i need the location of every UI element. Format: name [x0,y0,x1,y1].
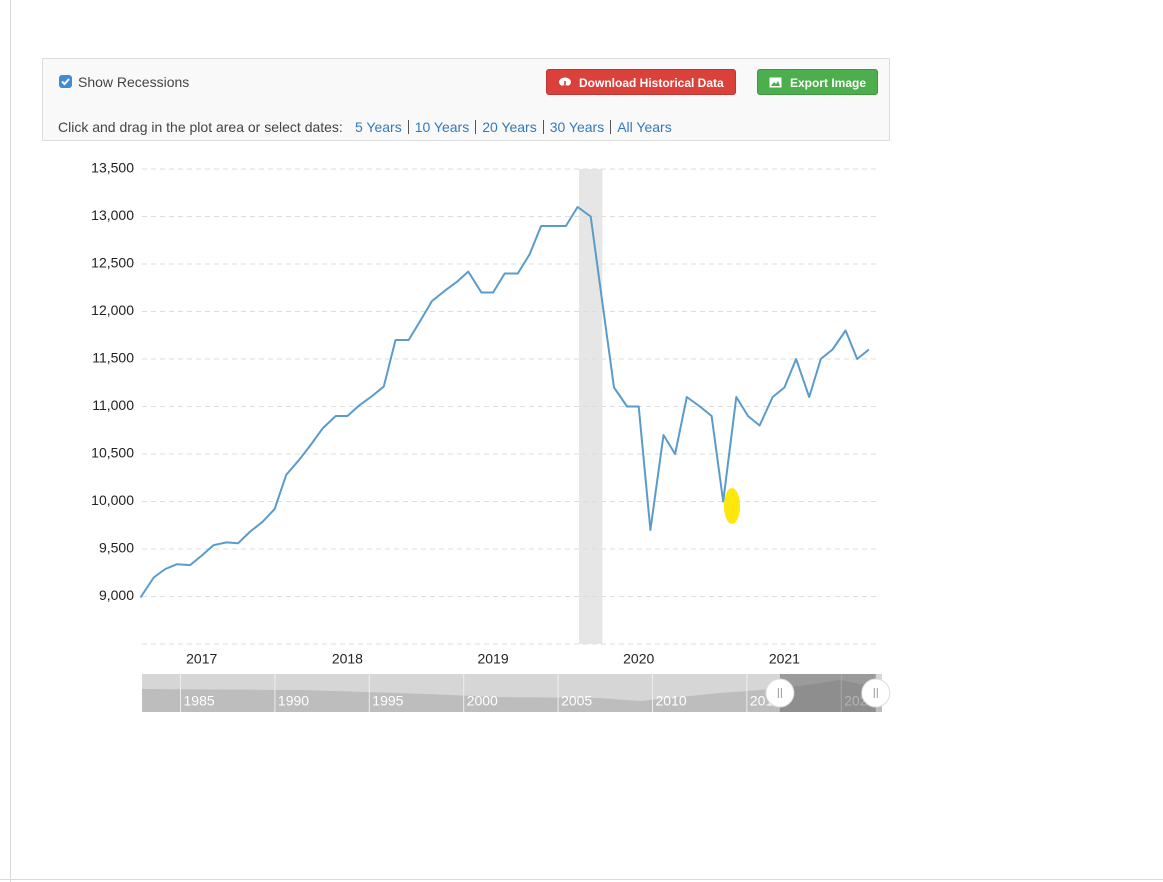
y-tick-label: 11,500 [92,350,134,366]
range-link[interactable]: 10 Years [407,120,476,134]
navigator-handle[interactable] [861,678,891,708]
navigator-tick-label: 2005 [561,693,592,709]
toolbar: Show Recessions Download Historical Data… [42,58,890,141]
highlight-annotation [724,488,740,524]
x-tick-label: 2021 [769,651,800,667]
range-links: 5 Years 10 Years 20 Years 30 Years All Years [349,119,678,134]
y-tick-label: 10,000 [91,492,134,508]
navigator-tick-label: 2000 [467,693,498,709]
navigator-area [142,680,882,712]
y-tick-label: 10,500 [91,445,134,461]
range-link[interactable]: 30 Years [542,120,611,134]
y-tick-label: 12,500 [91,255,134,271]
navigator: 1985 1990 1995 2000 2005 2010 2015 2020 [142,674,891,712]
y-tick-label: 13,000 [91,207,134,223]
button-label: Download Historical Data [579,76,724,90]
image-icon [769,77,782,88]
y-tick-label: 12,000 [91,302,134,318]
range-link[interactable]: 5 Years [355,119,402,135]
navigator-tick-label: 1995 [372,693,403,709]
download-icon [559,77,571,90]
frame-border [10,0,11,882]
frame-border [0,879,1163,880]
handle-knob [861,678,891,708]
navigator-tick-label: 1985 [184,693,215,709]
hint-text: Click and drag in the plot area or selec… [58,119,343,135]
range-link[interactable]: 20 Years [475,120,543,134]
navigator-handle[interactable] [765,678,795,708]
button-label: Export Image [790,76,867,90]
x-tick-label: 2018 [332,651,363,667]
navigator-selection [779,674,876,712]
y-tick-label: 11,000 [92,397,134,413]
data-line [139,206,870,599]
x-tick-label: 2019 [477,651,508,667]
y-tick-label: 13,500 [91,160,134,176]
x-tick-label: 2017 [186,651,217,667]
recession-band [579,169,603,644]
y-tick-label: 9,000 [99,587,134,603]
navigator-tick-label: 2010 [655,693,686,709]
navigator-tick-label: 1990 [278,693,309,709]
checkbox-label[interactable]: Show Recessions [78,74,190,90]
handle-knob [765,678,795,708]
download-button[interactable]: Download Historical Data [546,69,736,95]
x-tick-label: 2020 [623,651,654,667]
check-icon [61,78,70,86]
export-button[interactable]: Export Image [757,69,878,95]
y-tick-label: 9,500 [99,540,134,556]
checkbox[interactable] [59,75,72,88]
range-link[interactable]: All Years [610,120,677,134]
